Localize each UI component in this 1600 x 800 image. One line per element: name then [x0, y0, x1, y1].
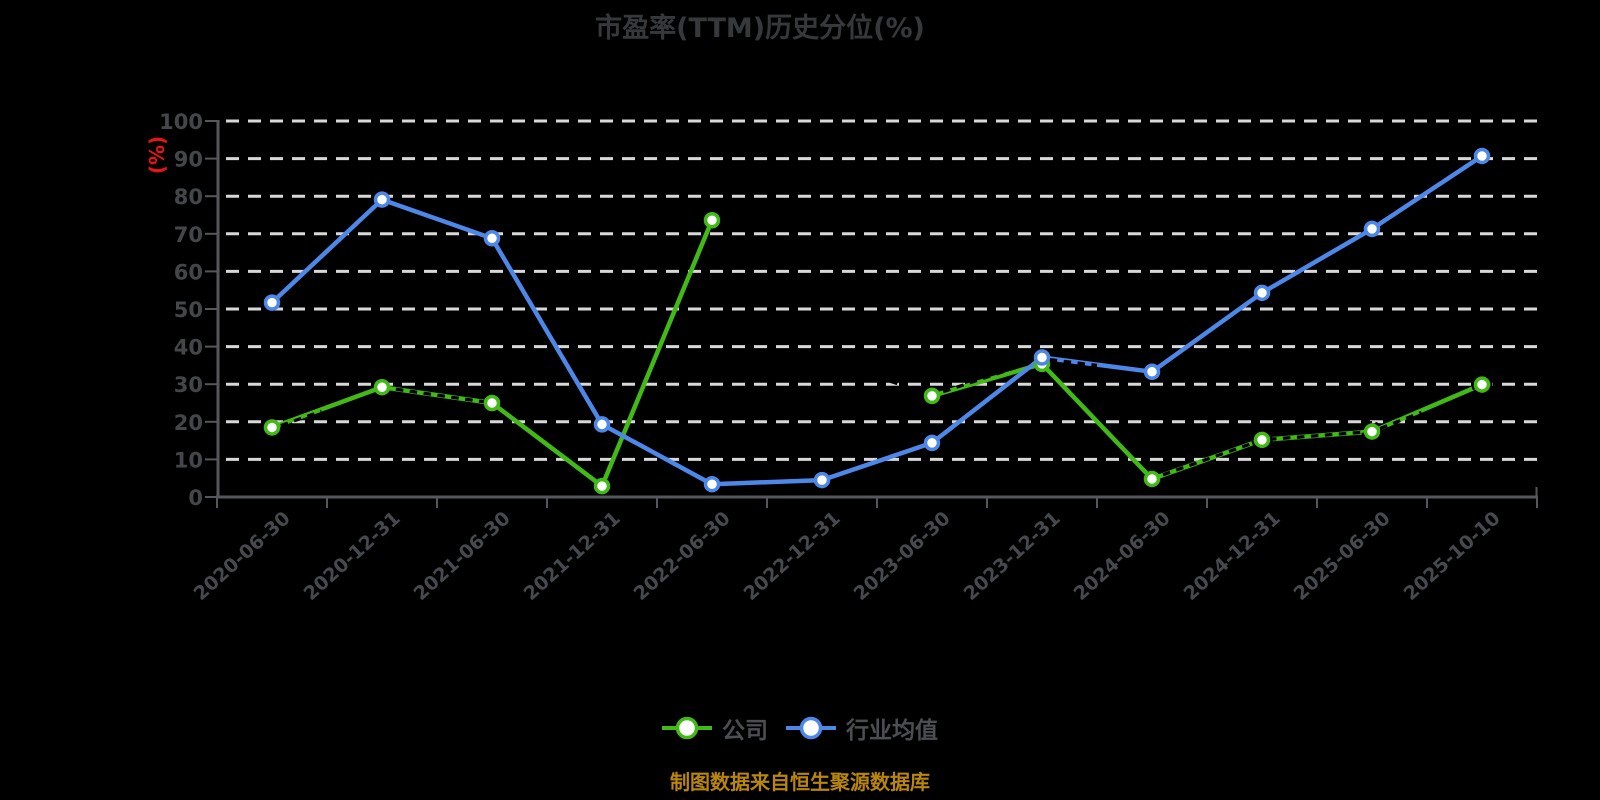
y-axis-label: 70 — [174, 223, 203, 247]
industry-average-point-marker — [1473, 147, 1491, 165]
legend-label-company: 公司 — [722, 718, 768, 744]
y-axis-label: 0 — [188, 486, 203, 510]
legend-item-company[interactable]: 公司 — [662, 711, 768, 745]
y-axis-label: 50 — [174, 298, 203, 322]
data-source-note: 制图数据来自恒生聚源数据库 — [670, 770, 930, 794]
company-point-marker — [1363, 423, 1381, 440]
company-point-marker — [1143, 470, 1161, 488]
industry-average-point-marker — [1143, 363, 1161, 381]
company-point-marker — [923, 387, 941, 405]
company-line-marker-icon — [662, 716, 712, 740]
x-axis-label: 2021-06-30 — [410, 507, 515, 605]
legend-label-industry-average: 行业均值 — [846, 718, 938, 744]
company-point-marker — [1253, 431, 1271, 449]
x-axis-label: 2024-06-30 — [1070, 507, 1175, 605]
industry-average-point-marker — [373, 191, 391, 208]
overlay-dash-ring — [1361, 420, 1383, 443]
y-axis-label: 20 — [174, 411, 203, 435]
industry-average-point-marker — [593, 416, 611, 433]
legend: 公司 行业均值 — [0, 711, 1600, 745]
chart-title: 市盈率(TTM)历史分位(%) — [595, 13, 925, 44]
y-axis-label: 40 — [174, 336, 203, 360]
x-axis-label: 2022-06-30 — [630, 507, 735, 605]
company-point-marker — [483, 394, 501, 412]
x-axis-label: 2023-12-31 — [960, 507, 1065, 605]
industry-average-point-marker — [923, 434, 941, 452]
industry-average-point-marker — [263, 294, 281, 311]
y-axis-label: 90 — [174, 148, 203, 172]
company-point-marker — [593, 477, 611, 495]
x-axis-label: 2025-06-30 — [1290, 507, 1395, 605]
y-axis-label: 10 — [174, 448, 203, 472]
x-axis-label: 2022-12-31 — [740, 507, 845, 605]
overlay-dash-trace — [1162, 410, 1423, 477]
overlay-dash-ring — [1471, 373, 1493, 396]
x-axis-label: 2024-12-31 — [1180, 507, 1285, 605]
industry-average-point-marker — [703, 475, 721, 493]
y-axis-label: 100 — [159, 110, 203, 134]
x-axis-label: 2020-06-30 — [190, 507, 295, 605]
x-axis-label: 2023-06-30 — [850, 507, 955, 605]
overlay-dash-trace — [889, 356, 1098, 398]
company-point-marker — [1473, 376, 1491, 393]
company-point-marker — [373, 378, 391, 396]
company-point-marker — [703, 212, 721, 229]
y-axis-label: 80 — [174, 185, 203, 209]
y-axis-label: 30 — [174, 373, 203, 397]
legend-item-industry-average[interactable]: 行业均值 — [786, 711, 938, 745]
y-axis-label: 60 — [174, 260, 203, 284]
overlay-dash-trace — [280, 409, 323, 428]
overlay-dash-ring — [1251, 429, 1273, 451]
company-series-line — [269, 218, 1485, 489]
industry-average-point-marker — [483, 230, 501, 247]
industry-average-point-marker — [813, 471, 831, 489]
company-point-marker — [263, 419, 281, 436]
x-axis-label: 2021-12-31 — [520, 507, 625, 605]
industry-average-point-marker — [1253, 284, 1271, 302]
x-axis-label: 2025-10-10 — [1400, 507, 1505, 605]
industry-average-line-marker-icon — [786, 716, 836, 740]
industry-average-series-line — [269, 153, 1485, 487]
industry-average-point-marker — [1033, 349, 1051, 366]
industry-average-point-marker — [1363, 220, 1381, 238]
x-axis-label: 2020-12-31 — [300, 507, 405, 605]
